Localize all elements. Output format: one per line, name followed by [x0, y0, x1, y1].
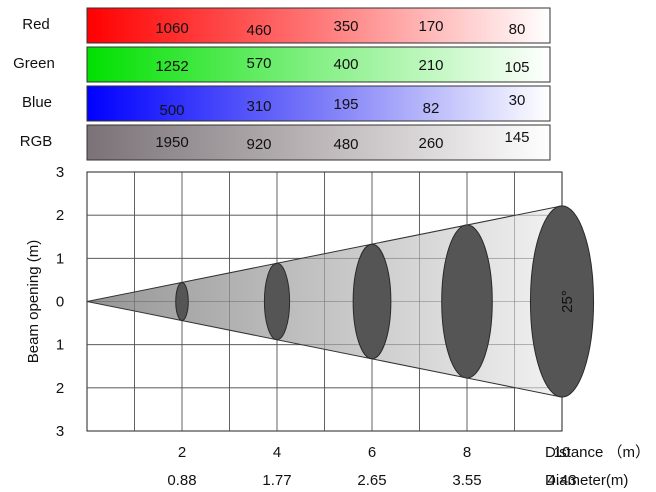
table-cell: 400 — [333, 56, 358, 73]
row-bar-blue — [86, 85, 551, 122]
table-cell: 260 — [418, 135, 443, 152]
y-tick-label: 1 — [56, 250, 64, 267]
table-cell: 170 — [418, 18, 443, 35]
table-cell: 210 — [418, 57, 443, 74]
beam-angle-label: 25° — [559, 290, 576, 313]
y-tick-label: 3 — [56, 164, 64, 181]
table-cell: 30 — [509, 92, 526, 109]
y-axis-label: Beam opening (m) — [25, 240, 42, 363]
row-bar-red — [86, 7, 551, 44]
table-cell: 105 — [504, 59, 529, 76]
distance-tick-label: 6 — [368, 444, 376, 461]
distance-tick-label: 2 — [178, 444, 186, 461]
beam-spot — [441, 224, 493, 379]
y-tick-label: 1 — [56, 337, 64, 354]
beam-spot — [263, 262, 291, 341]
table-cell: 500 — [159, 102, 184, 119]
y-tick-label: 2 — [56, 207, 64, 224]
table-cell: 1252 — [155, 58, 188, 75]
table-row-green: Green 1252 570 400 210 105 — [13, 46, 551, 83]
table-cell: 82 — [423, 100, 440, 117]
table-row-blue: Blue 500 310 195 82 30 — [22, 85, 551, 122]
row-label-green: Green — [13, 55, 55, 72]
distance-tick-label: 8 — [463, 444, 471, 461]
diameter-value: 4.43 — [547, 472, 576, 489]
lux-table: Red 1060 460 350 170 80 Green 1252 570 400 210 105 B… — [13, 7, 551, 161]
row-label-rgb: RGB — [20, 133, 53, 150]
distance-tick-label: 10 — [554, 444, 571, 461]
beam-edge — [86, 205, 563, 398]
y-tick-label: 2 — [56, 380, 64, 397]
beam-spot — [352, 243, 392, 360]
table-row-red: Red 1060 460 350 170 80 — [22, 7, 551, 44]
row-bar-green — [86, 46, 551, 83]
beam-spot — [175, 282, 189, 321]
table-row-rgb: RGB 1950 920 480 260 145 — [20, 124, 551, 161]
table-cell: 350 — [333, 18, 358, 35]
table-cell: 480 — [333, 136, 358, 153]
table-cell: 570 — [246, 55, 271, 72]
table-cell: 145 — [504, 129, 529, 146]
beam-plot: 25° — [86, 171, 595, 432]
diameter-value: 0.88 — [167, 472, 196, 489]
distance-tick-label: 4 — [273, 444, 281, 461]
table-cell: 460 — [246, 22, 271, 39]
diameter-axis-label: Diameter(m) — [545, 472, 628, 489]
diameter-value: 1.77 — [262, 472, 291, 489]
table-cell: 310 — [246, 98, 271, 115]
diameter-value: 3.55 — [452, 472, 481, 489]
y-tick-label: 3 — [56, 423, 64, 440]
row-label-blue: Blue — [22, 94, 52, 111]
table-cell: 1060 — [155, 20, 188, 37]
row-bar-rgb — [86, 124, 551, 161]
table-cell: 920 — [246, 136, 271, 153]
y-tick-label: 0 — [56, 294, 64, 311]
table-cell: 1950 — [155, 134, 188, 151]
table-cell: 80 — [509, 21, 526, 38]
diameter-value: 2.65 — [357, 472, 386, 489]
table-cell: 195 — [333, 96, 358, 113]
row-label-red: Red — [22, 16, 50, 33]
beam-spot — [529, 205, 595, 398]
distance-axis-label: Distance （m） — [545, 444, 650, 461]
